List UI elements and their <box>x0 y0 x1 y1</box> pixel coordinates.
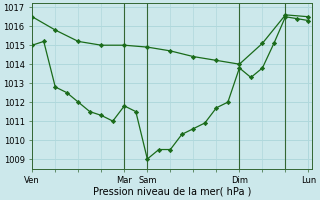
X-axis label: Pression niveau de la mer( hPa ): Pression niveau de la mer( hPa ) <box>93 187 252 197</box>
